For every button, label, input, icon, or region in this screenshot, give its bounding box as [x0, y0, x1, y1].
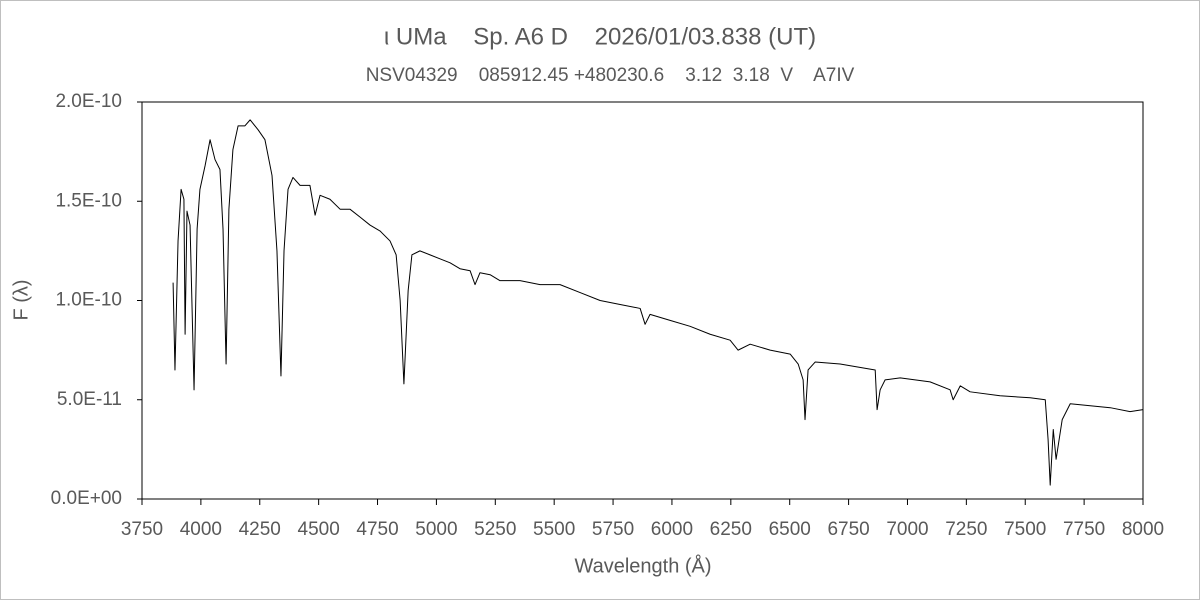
x-tick-label: 7750 [1063, 519, 1105, 540]
y-tick-label: 1.0E-10 [55, 290, 122, 311]
y-tick-label: 5.0E-11 [57, 389, 122, 410]
x-tick-label: 7250 [945, 519, 987, 540]
x-tick-label: 4250 [239, 519, 281, 540]
y-tick-label: 1.5E-10 [55, 190, 122, 211]
y-axis-label: F (λ) [10, 279, 32, 320]
x-tick-label: 5750 [592, 519, 634, 540]
x-tick-label: 7000 [886, 519, 928, 540]
x-tick-label: 7500 [1004, 519, 1046, 540]
x-tick-label: 6500 [769, 519, 811, 540]
x-tick-label: 6000 [651, 519, 693, 540]
chart-title: ι UMa Sp. A6 D 2026/01/03.838 (UT) [384, 23, 816, 50]
x-tick-label: 6250 [710, 519, 752, 540]
x-tick-label: 6750 [827, 519, 869, 540]
y-tick-label: 2.0E-10 [55, 91, 122, 112]
x-axis-label: Wavelength (Å) [574, 554, 711, 577]
x-tick-label: 3750 [121, 519, 163, 540]
y-tick-label: 0.0E+00 [51, 488, 122, 509]
x-tick-label: 4500 [298, 519, 340, 540]
chart-subtitle: NSV04329 085912.45 +480230.6 3.12 3.18 V… [366, 65, 855, 86]
x-tick-label: 5250 [474, 519, 516, 540]
x-tick-label: 4000 [180, 519, 222, 540]
spectrum-line [172, 119, 1144, 486]
x-tick-label: 8000 [1122, 519, 1164, 540]
x-tick-label: 4750 [356, 519, 398, 540]
x-tick-label: 5000 [415, 519, 457, 540]
x-tick-label: 5500 [533, 519, 575, 540]
